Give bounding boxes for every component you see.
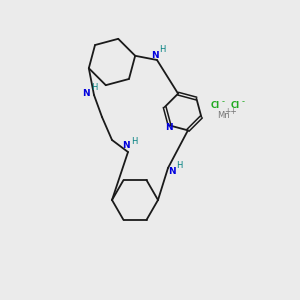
Text: Cl: Cl xyxy=(230,100,240,109)
Text: N: N xyxy=(151,50,159,59)
Text: Mn: Mn xyxy=(217,110,229,119)
Text: H: H xyxy=(159,46,165,55)
Text: Cl: Cl xyxy=(210,100,220,109)
Text: ++: ++ xyxy=(225,107,237,116)
Text: H: H xyxy=(91,82,97,91)
Text: H: H xyxy=(176,161,182,170)
Text: N: N xyxy=(82,88,90,98)
Text: -: - xyxy=(242,98,244,106)
Text: H: H xyxy=(131,136,137,146)
Text: -: - xyxy=(221,98,224,106)
Text: N: N xyxy=(122,142,130,151)
Text: N: N xyxy=(168,167,176,176)
Text: N: N xyxy=(165,123,172,132)
